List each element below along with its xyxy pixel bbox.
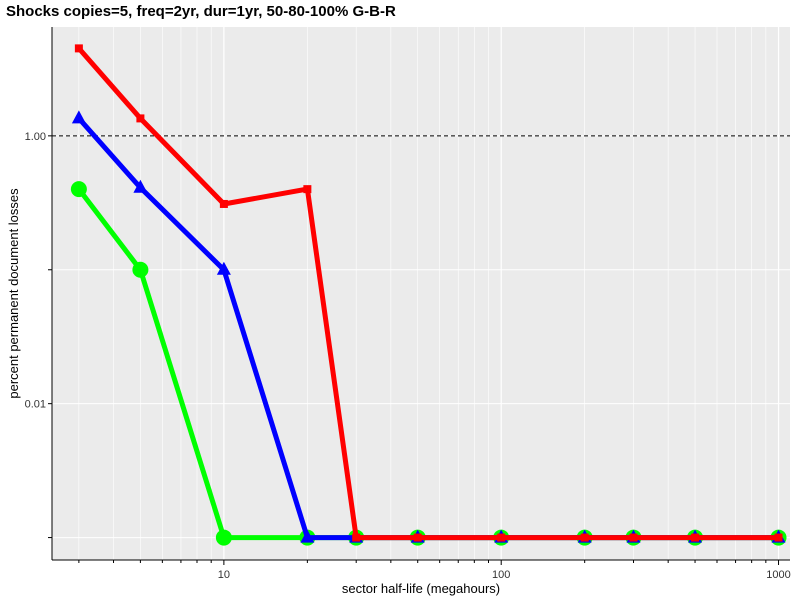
- plot-background: [52, 27, 790, 560]
- data-point: [133, 179, 148, 193]
- data-point: [497, 533, 506, 542]
- series-layer: [70, 44, 787, 546]
- grid: [52, 27, 790, 560]
- data-point: [303, 185, 312, 194]
- data-point: [352, 533, 361, 542]
- axes: 1.00 0.01 10 100 1000: [25, 27, 791, 581]
- x-tick-label: 100: [492, 569, 510, 581]
- data-point: [74, 44, 83, 53]
- chart-title: Shocks copies=5, freq=2yr, dur=1yr, 50-8…: [6, 3, 396, 20]
- series-2: [74, 44, 783, 542]
- y-tick-label: 1.00: [25, 131, 46, 143]
- data-point: [629, 533, 638, 542]
- x-tick-label: 10: [218, 569, 230, 581]
- x-axis-label: sector half-life (megahours): [342, 581, 500, 596]
- y-tick-label: 0.01: [25, 399, 46, 411]
- y-axis-label: percent permanent document losses: [6, 188, 21, 399]
- data-point: [70, 181, 87, 198]
- data-point: [136, 114, 145, 123]
- data-point: [300, 529, 315, 543]
- data-point: [691, 533, 700, 542]
- data-point: [413, 533, 422, 542]
- data-point: [219, 199, 228, 208]
- data-point: [71, 110, 86, 124]
- data-point: [216, 261, 231, 275]
- data-point: [132, 261, 149, 278]
- x-tick-label: 1000: [766, 569, 790, 581]
- data-point: [580, 533, 589, 542]
- data-point: [774, 533, 783, 542]
- data-point: [215, 529, 232, 546]
